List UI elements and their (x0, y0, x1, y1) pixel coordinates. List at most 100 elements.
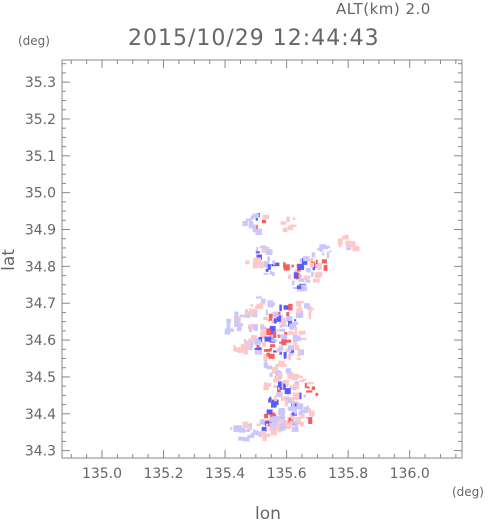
data-cell-fragment (305, 275, 311, 279)
data-cell-fragment (269, 270, 273, 275)
data-cell-fragment (243, 339, 247, 344)
data-cell-fragment (272, 271, 275, 276)
data-cell-fragment (271, 339, 278, 342)
data-cell-fragment (279, 304, 282, 312)
data-cell-fragment (269, 348, 272, 351)
data-cell-fragment (281, 415, 286, 423)
data-cell-fragment (311, 252, 316, 258)
data-cell-fragment (253, 324, 258, 331)
data-cell-fragment (296, 416, 302, 423)
data-cell-fragment (272, 416, 278, 421)
data-cell-fragment (294, 423, 299, 428)
data-cell-fragment (250, 432, 254, 438)
x-axis-unit: (deg) (452, 485, 484, 499)
data-cell-fragment (308, 311, 311, 316)
data-cell-fragment (289, 376, 295, 379)
data-cell-fragment (255, 296, 262, 299)
data-cell-fragment (277, 334, 281, 338)
data-cell-fragment (248, 424, 251, 427)
data-cell-fragment (306, 386, 310, 389)
data-cell-fragment (256, 430, 260, 436)
data-cell-fragment (250, 323, 254, 328)
data-cell-fragment (261, 298, 266, 303)
data-cell-fragment (269, 396, 272, 400)
data-cell-fragment (283, 352, 287, 359)
data-cell-fragment (240, 314, 246, 318)
y-axis-unit: (deg) (18, 34, 50, 48)
data-cell-fragment (267, 246, 270, 250)
data-cell-fragment (279, 317, 286, 325)
data-cell-fragment (297, 354, 301, 357)
data-cell-fragment (254, 263, 260, 266)
data-cell (245, 257, 264, 269)
data-cell-fragment (295, 312, 303, 318)
data-cell-fragment (296, 303, 301, 307)
data-cell (246, 302, 266, 318)
data-cell-fragment (256, 303, 264, 309)
data-cell-fragment (303, 256, 310, 262)
data-cell-fragment (251, 335, 256, 343)
data-cell-fragment (234, 347, 241, 352)
data-cell-fragment (266, 328, 272, 336)
data-cell-fragment (312, 278, 320, 283)
data-cell-fragment (224, 328, 231, 335)
data-cell-fragment (256, 246, 259, 253)
data-cell-fragment (311, 271, 314, 277)
data-cell (255, 296, 275, 316)
data-cell-fragment (248, 426, 252, 431)
data-cell (242, 215, 263, 236)
data-cell-fragment (300, 414, 303, 419)
data-cell-fragment (311, 386, 315, 390)
data-cell-fragment (284, 332, 288, 335)
data-cell (263, 260, 280, 276)
data-cell-fragment (298, 278, 305, 282)
data-cell-fragment (267, 420, 274, 425)
data-cell-fragment (280, 396, 285, 399)
data-cell-fragment (288, 303, 293, 311)
data-cell-fragment (258, 336, 263, 343)
data-cell-fragment (295, 374, 298, 378)
data-cell-fragment (326, 251, 330, 259)
data-cell-fragment (264, 336, 272, 342)
data-cell-fragment (309, 410, 315, 417)
data-cell (254, 342, 272, 361)
data-cell-fragment (286, 316, 293, 322)
data-cell-fragment (309, 306, 312, 313)
y-tick-label: 35.0 (25, 186, 56, 202)
data-cell-fragment (271, 263, 274, 267)
data-cell-fragment (338, 243, 342, 248)
data-cell-fragment (297, 347, 300, 354)
data-cell-fragment (289, 420, 297, 424)
data-cell-fragment (284, 388, 291, 395)
data-cell-fragment (288, 345, 295, 351)
data-cell-fragment (291, 401, 295, 408)
data-cell (304, 381, 319, 396)
data-cell-fragment (234, 318, 240, 321)
x-tick-label: 135.2 (143, 466, 183, 482)
data-cell-fragment (277, 363, 283, 367)
data-cell-fragment (238, 427, 245, 433)
data-cell (285, 344, 305, 361)
data-cell-fragment (276, 347, 281, 353)
data-cell-fragment (314, 272, 322, 278)
y-tick-label: 34.5 (25, 370, 56, 386)
data-cell-fragment (297, 263, 305, 271)
data-cell-fragment (292, 332, 297, 335)
data-cell (233, 341, 251, 355)
data-cell-fragment (275, 363, 279, 370)
data-cell (268, 392, 283, 408)
data-cell-fragment (269, 344, 276, 348)
data-cell-fragment (304, 303, 310, 309)
data-cell-fragment (289, 323, 297, 330)
data-cell-fragment (243, 349, 248, 355)
data-cell-fragment (294, 269, 298, 275)
data-cell-fragment (312, 263, 318, 269)
data-cell-fragment (272, 399, 279, 406)
data-cell-fragment (289, 352, 294, 356)
data-cell-fragment (286, 395, 290, 399)
data-cell-fragment (294, 319, 297, 322)
data-cell-fragment (273, 318, 277, 324)
data-cell-fragment (264, 383, 272, 387)
data-cell-fragment (279, 324, 283, 328)
